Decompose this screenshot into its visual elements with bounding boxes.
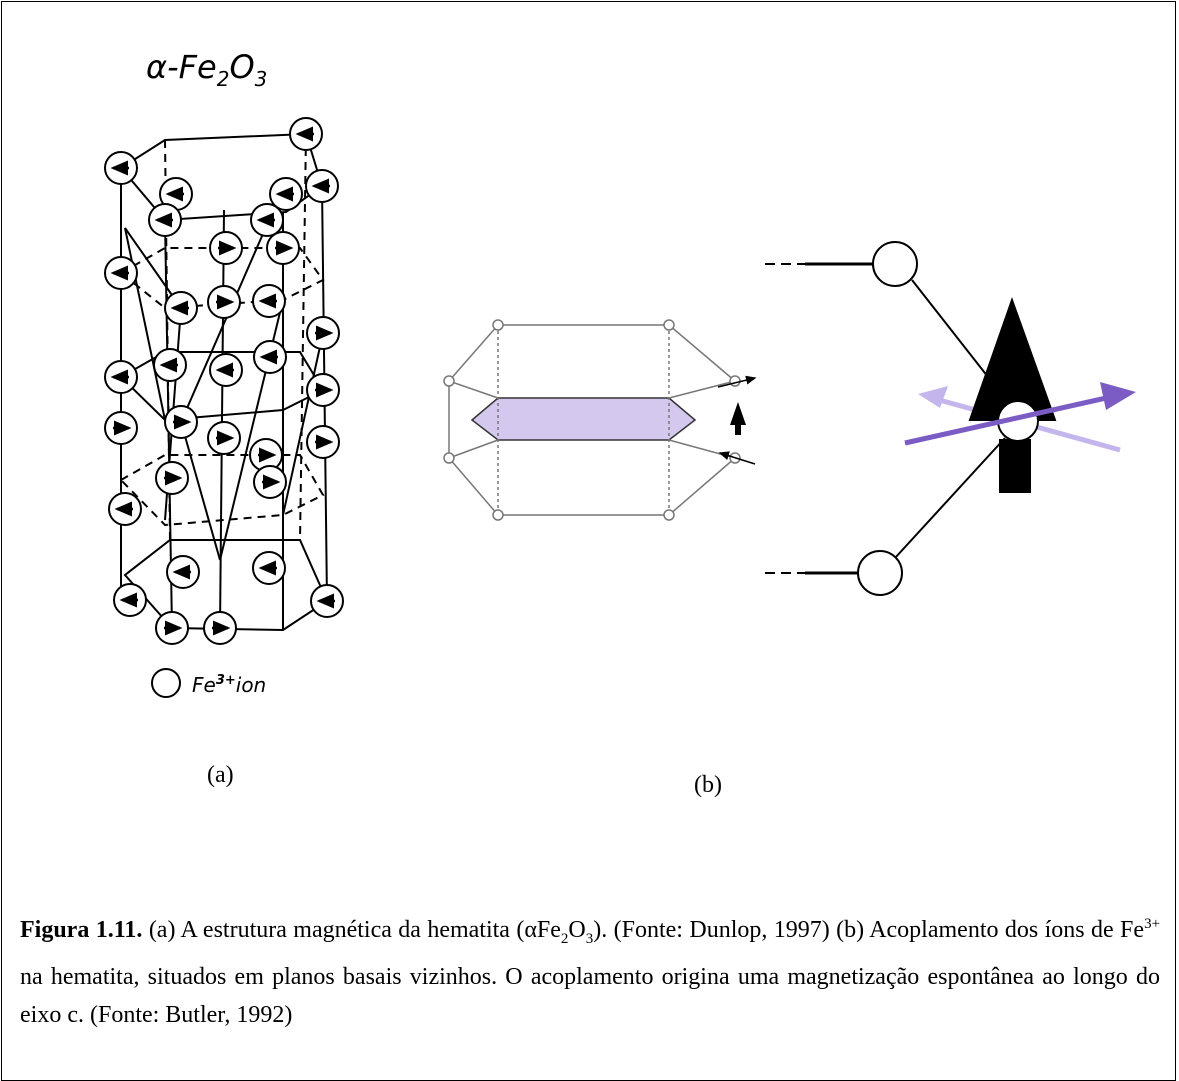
caption: Figura 1.11. (a) A estrutura magnética d… [20, 905, 1160, 1034]
caption-sub: 2 [560, 930, 569, 947]
coupling [765, 241, 1136, 596]
caption-text: O [568, 917, 586, 943]
panel-a-label: (a) [207, 762, 234, 788]
panel-b-label: (b) [694, 772, 722, 798]
caption-text: ). (Fonte: Dunlop, 1997) (b) Acoplamento… [593, 917, 1145, 943]
title-sub: 3 [255, 67, 268, 91]
legend-part: Fe [192, 673, 216, 697]
caption-text: (a) A estrutura magnética da hematita (α… [148, 917, 561, 943]
caption-sub: 3 [585, 930, 594, 947]
title-part: α-Fe [146, 48, 217, 86]
caption-sup: 3+ [1144, 916, 1161, 932]
caption-text: na hematita, situados em planos basais v… [20, 963, 1160, 1028]
legend-sup: 3+ [216, 673, 236, 688]
legend-text: Fe3+ion [192, 673, 266, 697]
title-sub: 2 [217, 67, 230, 91]
title-part: O [229, 48, 254, 86]
prism [443, 319, 757, 521]
legend-part: ion [236, 673, 266, 697]
caption-label: Figura 1.11. [20, 917, 143, 943]
panel-a-title: α-Fe2O3 [146, 48, 267, 91]
legend-ion [151, 668, 181, 698]
small-spin-arrow [730, 402, 746, 435]
figure-drawing: α-Fe2O3 Fe3+ion [0, 48, 1136, 698]
